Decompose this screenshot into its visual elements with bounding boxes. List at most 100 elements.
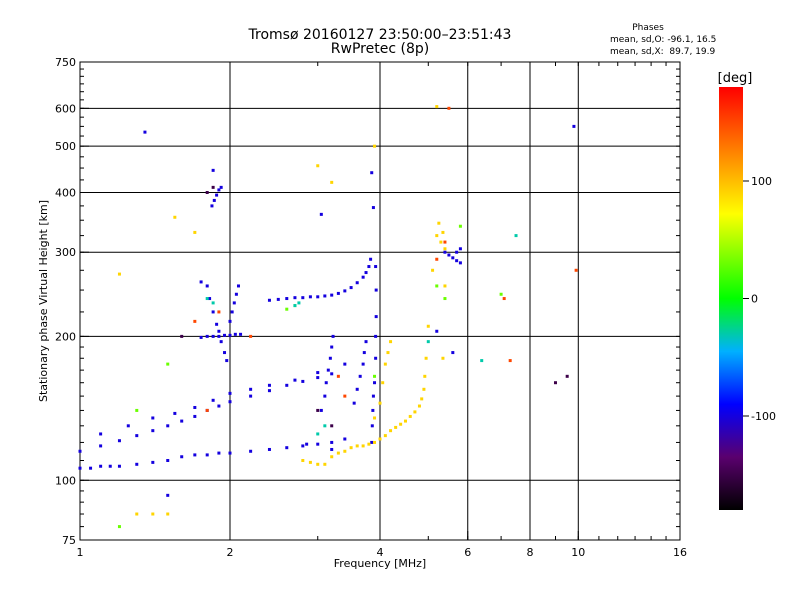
colorbar-ticks: 100 0 -100 — [743, 175, 776, 423]
data-point — [343, 394, 347, 398]
data-point — [316, 432, 320, 436]
data-point — [443, 250, 447, 254]
data-point — [514, 234, 518, 238]
data-point — [417, 404, 421, 408]
data-point — [236, 284, 240, 288]
data-point — [336, 291, 340, 295]
data-point — [151, 416, 155, 420]
data-point — [126, 424, 130, 428]
data-point — [205, 453, 209, 457]
colorbar-tick-label: -100 — [751, 410, 776, 423]
data-point — [180, 419, 184, 423]
data-point — [389, 429, 393, 433]
data-point — [228, 319, 232, 323]
data-point — [330, 180, 334, 184]
data-point — [173, 411, 177, 415]
data-point — [331, 334, 335, 338]
data-point — [316, 462, 320, 466]
data-point — [135, 434, 139, 438]
data-point — [378, 437, 382, 441]
data-point — [422, 387, 426, 391]
plot-area: 1 2 4 6 8 10 16 75 100 200 300 400 500 600 750 — [55, 56, 687, 559]
data-point — [233, 332, 237, 336]
data-point — [502, 297, 506, 301]
data-point — [180, 334, 184, 338]
data-point — [362, 351, 366, 355]
data-point — [211, 301, 215, 305]
data-point — [301, 444, 305, 448]
data-point — [135, 462, 139, 466]
data-point — [508, 359, 512, 363]
x-axis-label: Frequency [MHz] — [334, 557, 426, 570]
data-point — [330, 372, 334, 376]
data-point — [565, 374, 569, 378]
data-point — [373, 440, 377, 444]
x-tick-label: 16 — [673, 546, 687, 559]
data-point — [267, 298, 271, 302]
stats-title: Phases — [632, 23, 664, 33]
data-point — [572, 124, 576, 128]
data-point — [386, 351, 390, 355]
data-points — [78, 105, 578, 529]
stats-line-x: mean, sd,X: 89.7, 19.9 — [610, 47, 716, 57]
data-point — [199, 335, 203, 339]
data-point — [330, 345, 334, 349]
data-point — [166, 424, 170, 428]
data-point — [166, 362, 170, 366]
data-point — [211, 185, 215, 189]
data-point — [328, 356, 332, 360]
data-point — [355, 281, 359, 285]
data-point — [369, 257, 373, 261]
data-point — [316, 408, 320, 412]
data-point — [205, 334, 209, 338]
data-point — [230, 310, 234, 314]
data-point — [437, 221, 441, 225]
data-point — [78, 449, 82, 453]
data-point — [151, 429, 155, 433]
data-point — [443, 297, 447, 301]
data-point — [297, 301, 301, 305]
data-point — [99, 464, 103, 468]
data-point — [374, 288, 378, 292]
data-point — [443, 240, 447, 244]
data-point — [373, 381, 377, 385]
data-point — [293, 296, 297, 300]
data-point — [99, 432, 103, 436]
data-point — [420, 397, 424, 401]
data-point — [358, 374, 362, 378]
data-point — [371, 394, 375, 398]
data-point — [326, 368, 330, 372]
y-tick-label: 75 — [62, 534, 76, 547]
y-tick-label: 200 — [55, 330, 76, 343]
data-point — [193, 230, 197, 234]
data-point — [151, 460, 155, 464]
y-tick-label: 500 — [55, 140, 76, 153]
data-point — [374, 334, 378, 338]
data-point — [439, 240, 443, 244]
data-point — [443, 284, 447, 288]
data-point — [499, 292, 503, 296]
data-point — [364, 271, 368, 275]
data-point — [239, 332, 243, 336]
data-point — [343, 437, 347, 441]
data-point — [349, 446, 353, 450]
data-point — [285, 446, 289, 450]
data-point — [211, 168, 215, 172]
data-point — [370, 440, 374, 444]
x-tick-label: 6 — [464, 546, 471, 559]
y-tick-label: 400 — [55, 186, 76, 199]
y-axis-label: Stationary phase Virtual Height [km] — [37, 200, 50, 402]
data-point — [364, 340, 368, 344]
data-point — [219, 185, 223, 189]
data-point — [301, 296, 305, 300]
data-point — [319, 212, 323, 216]
data-point — [205, 284, 209, 288]
data-point — [447, 253, 451, 257]
colorbar-tick-label: 100 — [751, 175, 772, 188]
data-point — [249, 387, 253, 391]
data-point — [458, 224, 462, 228]
data-point — [217, 310, 221, 314]
data-point — [212, 198, 216, 202]
data-point — [330, 424, 334, 428]
